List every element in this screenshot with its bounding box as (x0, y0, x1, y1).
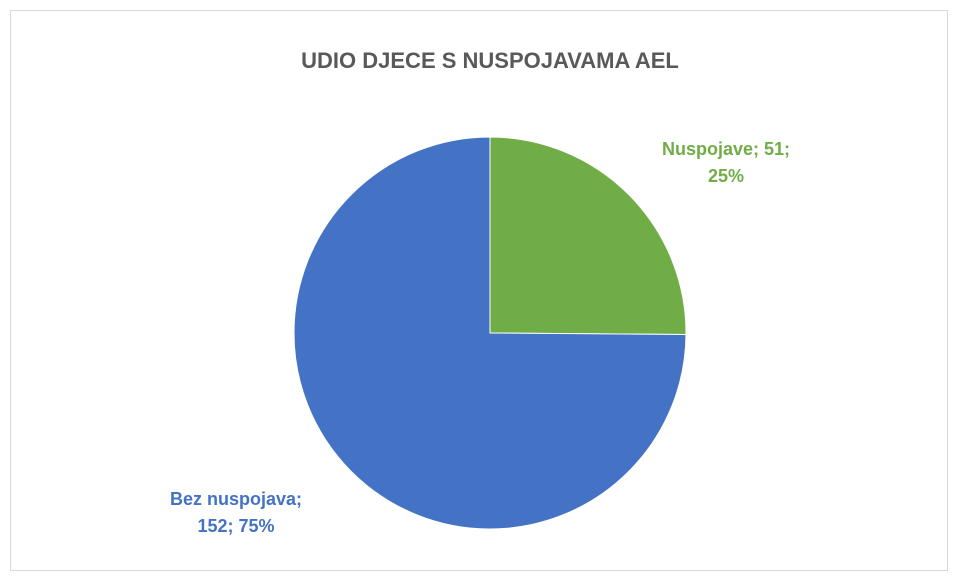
pie-slice (293, 136, 687, 530)
data-label: Nuspojave; 51; 25% (662, 139, 790, 186)
chart-title: UDIO DJECE S NUSPOJAVAMA AEL (301, 48, 679, 73)
data-label: Bez nuspojava; 152; 75% (170, 489, 302, 536)
pie-slice (489, 136, 687, 336)
